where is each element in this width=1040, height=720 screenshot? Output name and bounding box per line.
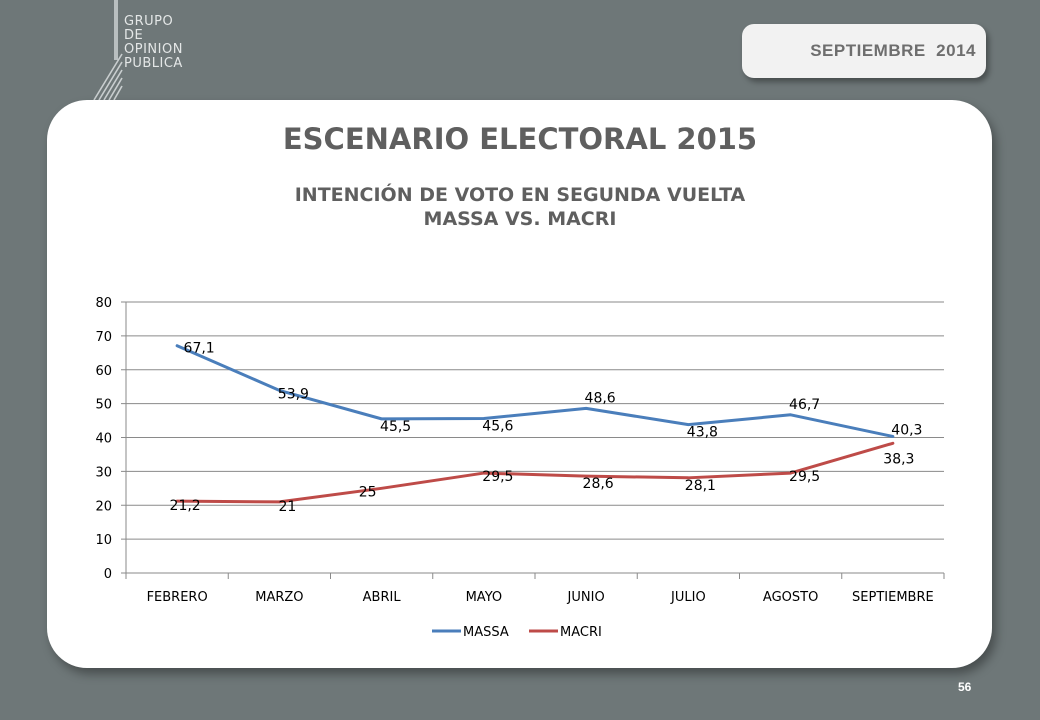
- x-tick-label: SEPTIEMBRE: [852, 590, 934, 605]
- data-label: 29,5: [789, 469, 820, 485]
- data-label: 46,7: [789, 397, 820, 413]
- x-tick-label: MAYO: [466, 590, 503, 605]
- series-line-massa: [175, 344, 895, 438]
- logo-line-4: PUBLICA: [124, 56, 183, 71]
- logo-line-1: GRUPO: [124, 14, 174, 29]
- data-label: 38,3: [883, 451, 914, 467]
- x-tick-label: MARZO: [255, 590, 303, 605]
- logo-line-3: OPINION: [124, 42, 183, 57]
- page-number: 56: [958, 680, 972, 694]
- y-tick-label: 30: [95, 465, 112, 480]
- data-label: 67,1: [184, 341, 215, 357]
- logo-line-2: DE: [124, 28, 144, 43]
- data-label: 45,5: [380, 419, 411, 435]
- data-label: 29,5: [482, 469, 513, 485]
- legend-label-macri: MACRI: [560, 625, 602, 640]
- data-label: 28,6: [583, 476, 614, 492]
- data-label: 25: [359, 484, 377, 500]
- date-label: SEPTIEMBRE 2014: [810, 41, 976, 60]
- y-tick-label: 10: [95, 533, 112, 548]
- logo-text: GRUPO DE OPINION PUBLICA: [124, 15, 183, 71]
- y-tick-label: 60: [95, 364, 112, 379]
- data-label: 48,6: [585, 390, 616, 406]
- data-label: 40,3: [891, 422, 922, 438]
- data-label: 53,9: [278, 386, 309, 402]
- logo-stripes-icon: [93, 53, 123, 101]
- x-tick-label: JULIO: [670, 590, 706, 605]
- x-tick-label: AGOSTO: [763, 590, 818, 605]
- legend-label-massa: MASSA: [463, 625, 509, 640]
- x-tick-label: ABRIL: [363, 590, 402, 605]
- y-tick-label: 20: [95, 499, 112, 514]
- data-label: 21: [278, 499, 296, 515]
- chart-subtitle-line-2: MASSA VS. MACRI: [423, 208, 617, 230]
- y-tick-label: 50: [95, 398, 112, 413]
- slide-title: ESCENARIO ELECTORAL 2015: [282, 122, 758, 156]
- data-label: 43,8: [687, 425, 718, 441]
- chart-subtitle: INTENCIÓN DE VOTO EN SEGUNDA VUELTA MASS…: [0, 183, 1040, 231]
- logo-bar: [114, 0, 118, 60]
- data-label: 21,2: [170, 498, 201, 514]
- data-label: 28,1: [685, 478, 716, 494]
- y-tick-label: 70: [95, 330, 112, 345]
- y-tick-label: 40: [95, 432, 112, 447]
- x-tick-label: JUNIO: [567, 590, 605, 605]
- grupo-de-opinion-publica-logo: GRUPO DE OPINION PUBLICA: [92, 0, 232, 110]
- y-tick-label: 0: [104, 567, 112, 582]
- date-badge: SEPTIEMBRE 2014: [742, 24, 986, 78]
- y-tick-label: 80: [95, 296, 112, 311]
- x-tick-label: FEBRERO: [147, 590, 208, 605]
- series-line-macri: [175, 441, 895, 504]
- chart-subtitle-line-1: INTENCIÓN DE VOTO EN SEGUNDA VUELTA: [294, 184, 746, 206]
- data-label: 45,6: [482, 419, 513, 435]
